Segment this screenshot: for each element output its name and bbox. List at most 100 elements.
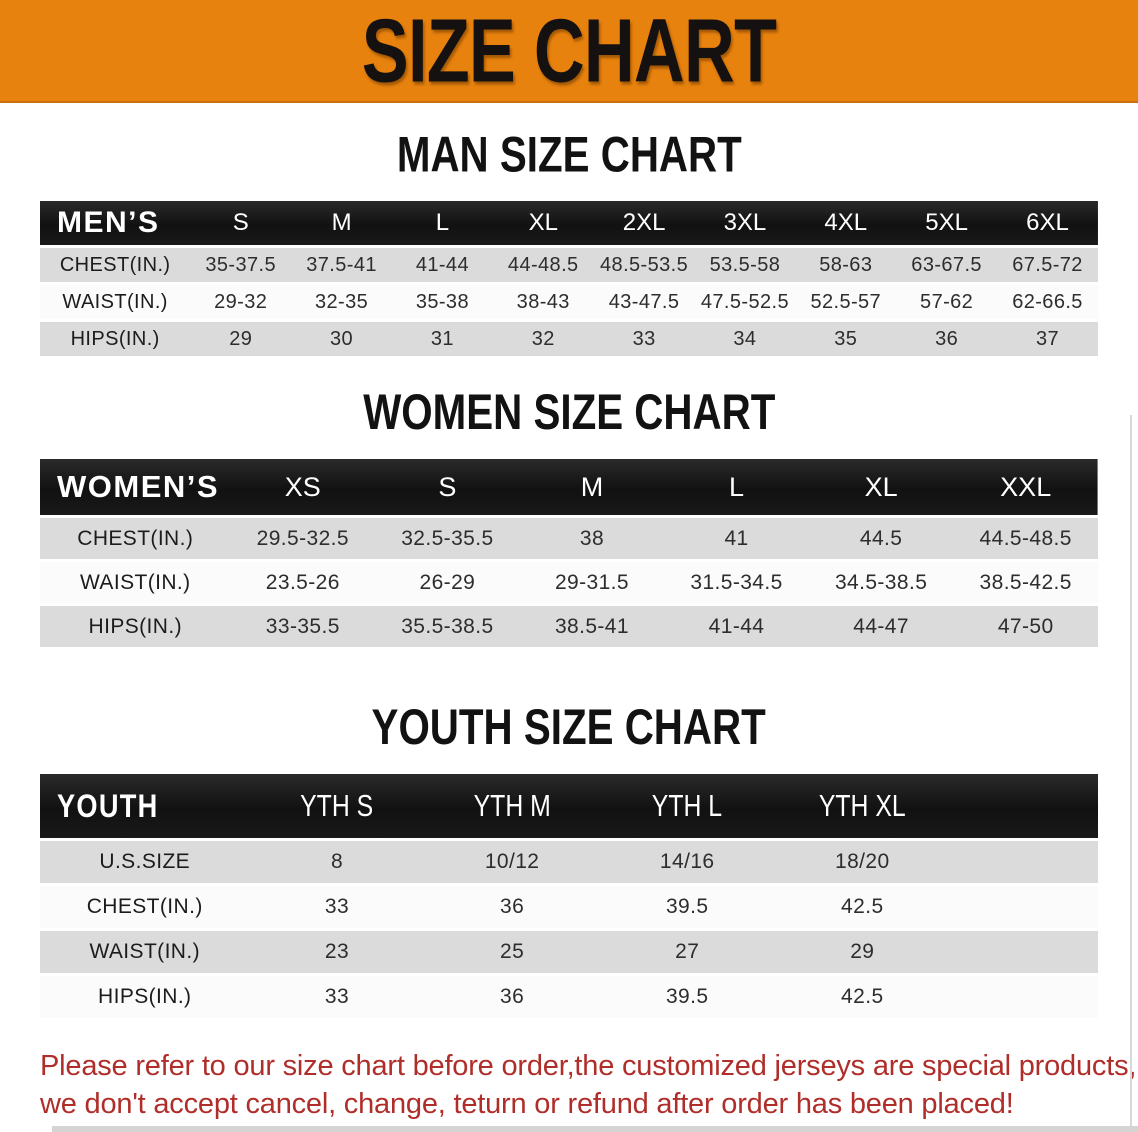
value-cell: 44.5 — [859, 526, 903, 550]
empty-cell — [950, 886, 1098, 928]
value-cell: 47-50 — [997, 614, 1054, 638]
table-header-row: YOUTH YTH S YTH M YTH L YTH XL — [40, 774, 1098, 838]
section-heading-man: MAN SIZE CHART — [0, 127, 1138, 184]
value-cell: 35-38 — [415, 290, 469, 313]
value-cell: 67.5-72 — [1012, 253, 1083, 276]
table-row: HIPS(IN.) 29 30 31 32 33 34 35 36 37 — [40, 322, 1098, 356]
value-cell: 33 — [324, 985, 350, 1008]
value-cell: 42.5 — [841, 895, 884, 918]
value-cell: 43-47.5 — [608, 290, 680, 313]
size-header-text: XL — [864, 471, 898, 502]
table-row: CHEST(IN.) 29.5-32.5 32.5-35.5 38 41 44.5 44.5… — [40, 518, 1098, 559]
value-cell: 30 — [330, 327, 354, 350]
table-row: HIPS(IN.) 33-35.5 35.5-38.5 38.5-41 41-44 44-… — [40, 606, 1098, 647]
table-title-cell: MEN’S — [40, 201, 190, 245]
value-cell: 63-67.5 — [911, 253, 982, 276]
section-heading-youth: YOUTH SIZE CHART — [0, 700, 1138, 755]
value-cell: 35.5-38.5 — [401, 614, 494, 638]
value-cell: 38 — [579, 526, 605, 550]
size-header-yth-s: YTH S — [249, 774, 424, 838]
empty-cell — [950, 931, 1098, 973]
value-cell: 44.5-48.5 — [979, 526, 1072, 550]
size-header-4xl: 4XL — [795, 201, 896, 245]
value-cell: 33 — [632, 327, 656, 350]
size-header-text: S — [438, 471, 457, 502]
value-cell: 44-47 — [853, 614, 909, 638]
value-cell: 26-29 — [419, 570, 476, 594]
table-title-text: YOUTH — [57, 787, 159, 824]
size-header-yth-m: YTH M — [425, 774, 600, 838]
section-heading-man-text: MAN SIZE CHART — [396, 127, 742, 184]
size-header-text: 3XL — [723, 209, 767, 236]
size-header-text: XL — [528, 209, 558, 236]
value-cell: 10/12 — [484, 850, 540, 873]
value-cell: 41-44 — [708, 614, 765, 638]
value-cell: 18/20 — [835, 850, 890, 873]
value-cell: 37 — [1036, 327, 1060, 350]
row-label: U.S.SIZE — [99, 850, 191, 873]
size-header-s: S — [190, 201, 291, 245]
value-cell: 42.5 — [841, 985, 884, 1008]
value-cell: 29-31.5 — [554, 570, 629, 594]
value-cell: 23.5-26 — [265, 570, 340, 594]
value-cell: 36 — [500, 895, 525, 918]
size-header-xxl: XXL — [953, 459, 1098, 515]
banner: SIZE CHART — [0, 0, 1138, 103]
table-header-row: MEN’S S M L XL 2XL 3XL 4XL 5XL 6XL — [40, 201, 1098, 245]
empty-cell — [950, 976, 1098, 1018]
size-header-text: YTH S — [300, 788, 374, 823]
value-cell: 38.5-41 — [554, 614, 629, 638]
row-label: WAIST(IN.) — [79, 570, 191, 594]
value-cell: 41-44 — [415, 253, 469, 276]
value-cell: 37.5-41 — [306, 253, 377, 276]
size-header-text: XXL — [1000, 471, 1052, 502]
row-label: WAIST(IN.) — [89, 940, 200, 963]
value-cell: 48.5-53.5 — [600, 253, 689, 276]
size-header-xs: XS — [231, 459, 376, 515]
banner-title: SIZE CHART — [361, 0, 777, 101]
size-header-3xl: 3XL — [695, 201, 796, 245]
value-cell: 39.5 — [665, 985, 709, 1008]
value-cell: 53.5-58 — [709, 253, 781, 276]
size-header-xl: XL — [493, 201, 594, 245]
footnote-line-2: we don't accept cancel, change, teturn o… — [40, 1088, 1014, 1120]
women-size-table: WOMEN’S XS S M L XL XXL CHEST(IN.) 29.5-32.5 32.5… — [40, 456, 1098, 650]
table-row: U.S.SIZE 8 10/12 14/16 18/20 — [40, 841, 1098, 883]
value-cell: 39.5 — [665, 895, 709, 918]
size-header-2xl: 2XL — [594, 201, 695, 245]
size-header-6xl: 6XL — [997, 201, 1098, 245]
value-cell: 8 — [330, 850, 344, 873]
table-title-cell: YOUTH — [40, 774, 249, 838]
value-cell: 38-43 — [516, 290, 570, 313]
size-header-l: L — [392, 201, 493, 245]
table-row: WAIST(IN.) 29-32 32-35 35-38 38-43 43-47.5 47.… — [40, 285, 1098, 319]
value-cell: 14/16 — [659, 850, 715, 873]
row-label: HIPS(IN.) — [98, 985, 192, 1008]
bottom-edge-artifact — [52, 1126, 1138, 1132]
table-title-text: WOMEN’S — [57, 469, 220, 504]
value-cell: 52.5-57 — [810, 290, 882, 313]
size-header-text: 5XL — [925, 209, 968, 236]
size-header-text: YTH XL — [818, 788, 906, 823]
table-row: CHEST(IN.) 35-37.5 37.5-41 41-44 44-48.5 48.5… — [40, 248, 1098, 282]
row-label: HIPS(IN.) — [70, 327, 160, 350]
table-row: WAIST(IN.) 23 25 27 29 — [40, 931, 1098, 973]
size-header-text: YTH M — [473, 788, 551, 823]
table-row: WAIST(IN.) 23.5-26 26-29 29-31.5 31.5-34.5 34… — [40, 562, 1098, 603]
size-header-text: 2XL — [622, 209, 666, 236]
value-cell: 32-35 — [314, 290, 369, 313]
section-heading-women: WOMEN SIZE CHART — [0, 385, 1138, 440]
value-cell: 57-62 — [920, 290, 974, 313]
size-header-text: YTH L — [652, 788, 723, 823]
size-header-text: 4XL — [824, 209, 868, 236]
row-label: HIPS(IN.) — [88, 614, 182, 638]
size-header-xl: XL — [809, 459, 954, 515]
table-title-cell: WOMEN’S — [40, 459, 231, 515]
value-cell: 31 — [430, 327, 454, 350]
value-cell: 32 — [531, 327, 555, 350]
value-cell: 38.5-42.5 — [979, 570, 1072, 594]
size-header-text: L — [435, 209, 450, 236]
value-cell: 35-37.5 — [205, 253, 277, 276]
footnote-line-1: Please refer to our size chart before or… — [40, 1050, 1137, 1082]
size-header-s: S — [375, 459, 520, 515]
